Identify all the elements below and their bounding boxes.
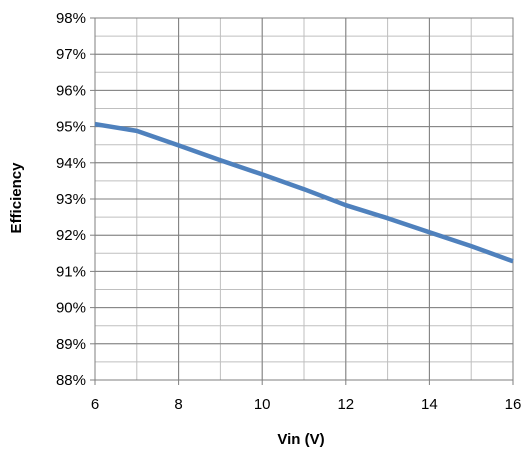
y-tick-label: 96% [56,82,86,99]
y-tick-label: 91% [56,263,86,280]
series-layer [94,121,514,264]
x-tick-label: 16 [505,396,522,413]
x-tick-labels: 6 8 10 12 14 16 [91,396,522,413]
y-tick-label: 97% [56,46,86,63]
efficiency-series-line [94,121,514,264]
x-tick-label: 14 [421,396,438,413]
y-tick-label: 95% [56,119,86,136]
x-tick-label: 6 [91,396,99,413]
y-tick-label: 88% [56,372,86,389]
y-tick-label: 98% [56,10,86,27]
y-tick-label: 89% [56,336,86,353]
y-tick-label: 92% [56,227,86,244]
y-tick-label: 94% [56,155,86,172]
x-axis-label: Vin (V) [277,431,324,448]
y-tick-label: 93% [56,191,86,208]
plot-frame [90,17,514,385]
y-tick-labels: 88% 89% 90% 91% 92% 93% 94% 95% 96% 97% 98% [56,10,86,389]
y-tick-label: 90% [56,300,86,317]
x-tick-label: 12 [337,396,354,413]
x-tick-label: 8 [174,396,182,413]
x-tick-label: 10 [254,396,271,413]
y-axis-label: Efficiency [8,162,25,234]
